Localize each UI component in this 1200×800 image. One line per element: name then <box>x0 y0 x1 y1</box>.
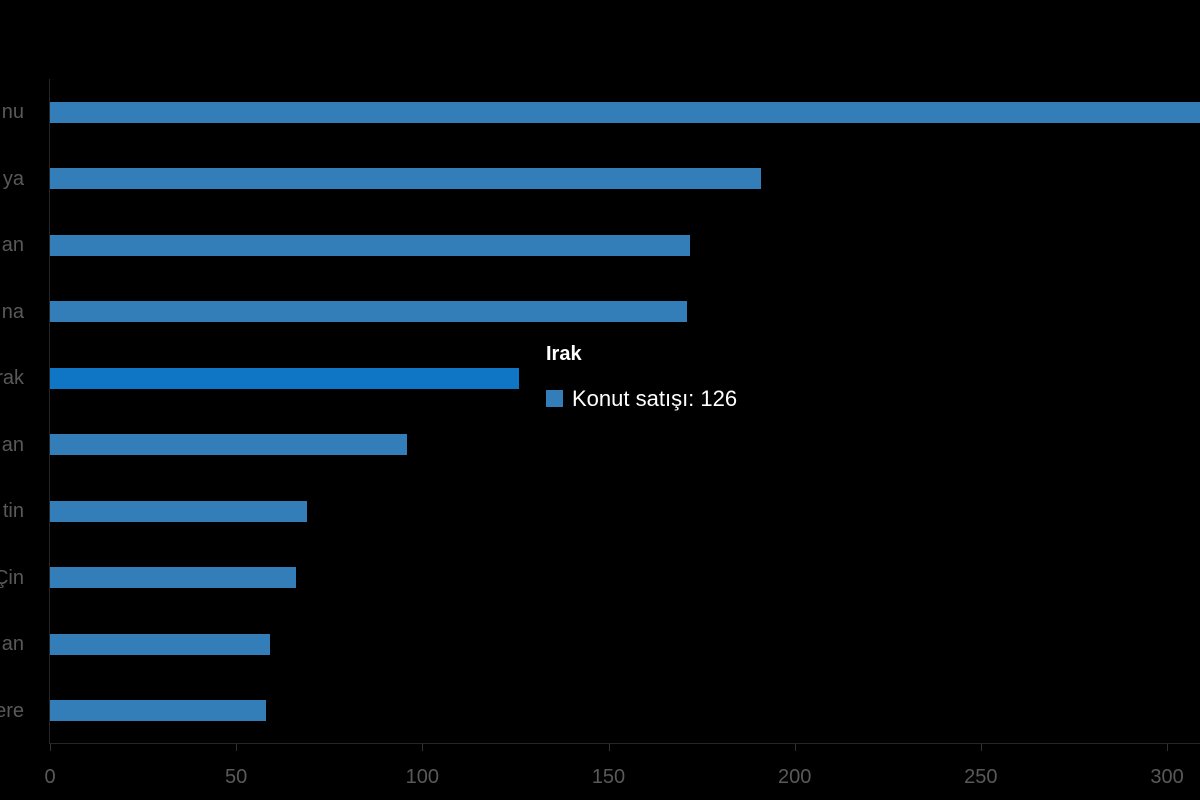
category-label: tin <box>2 500 24 522</box>
bar[interactable] <box>50 101 1200 123</box>
x-axis-tick-label: 200 <box>777 766 812 788</box>
x-axis-tick-label: 100 <box>405 766 440 788</box>
category-label: rak <box>0 367 24 389</box>
category-label: nu <box>1 101 24 123</box>
x-axis-tick-label: 150 <box>591 766 626 788</box>
bar[interactable] <box>50 700 266 721</box>
x-axis-line <box>49 743 1200 744</box>
category-label: ya <box>2 167 24 190</box>
x-axis-tick-mark <box>608 744 610 751</box>
x-axis-tick-mark <box>50 744 51 751</box>
bar[interactable] <box>50 367 520 389</box>
series-marker-icon <box>546 390 563 407</box>
y-axis-line <box>49 79 50 744</box>
bar[interactable] <box>50 434 408 455</box>
x-axis-tick-mark <box>794 744 796 751</box>
bar[interactable] <box>50 567 296 588</box>
tooltip: Irak Konut satışı: 126 <box>546 343 737 411</box>
category-label: na <box>1 300 24 323</box>
x-axis-tick-label: 300 <box>1150 766 1184 788</box>
bar[interactable] <box>50 234 691 256</box>
x-axis-tick-mark <box>1167 744 1169 751</box>
tooltip-value-text: Konut satışı: 126 <box>572 386 738 411</box>
x-axis-tick-mark <box>980 744 982 751</box>
category-label: Çin <box>0 566 24 589</box>
category-label: an <box>1 433 24 456</box>
bar[interactable] <box>50 168 762 189</box>
x-axis-tick-label: 50 <box>225 766 248 788</box>
category-label: an <box>1 234 24 256</box>
bar[interactable] <box>50 500 307 522</box>
category-label: an <box>1 633 24 655</box>
category-label: ere <box>0 699 24 722</box>
tooltip-row: Konut satışı: 126 <box>546 386 737 411</box>
x-axis-tick-label: 0 <box>44 766 56 788</box>
x-axis-tick-mark <box>422 744 424 751</box>
x-axis-tick-mark <box>236 744 238 751</box>
x-axis-tick-label: 250 <box>964 766 998 788</box>
bar[interactable] <box>50 633 270 655</box>
tooltip-title: Irak <box>546 343 582 365</box>
bar[interactable] <box>50 301 687 322</box>
